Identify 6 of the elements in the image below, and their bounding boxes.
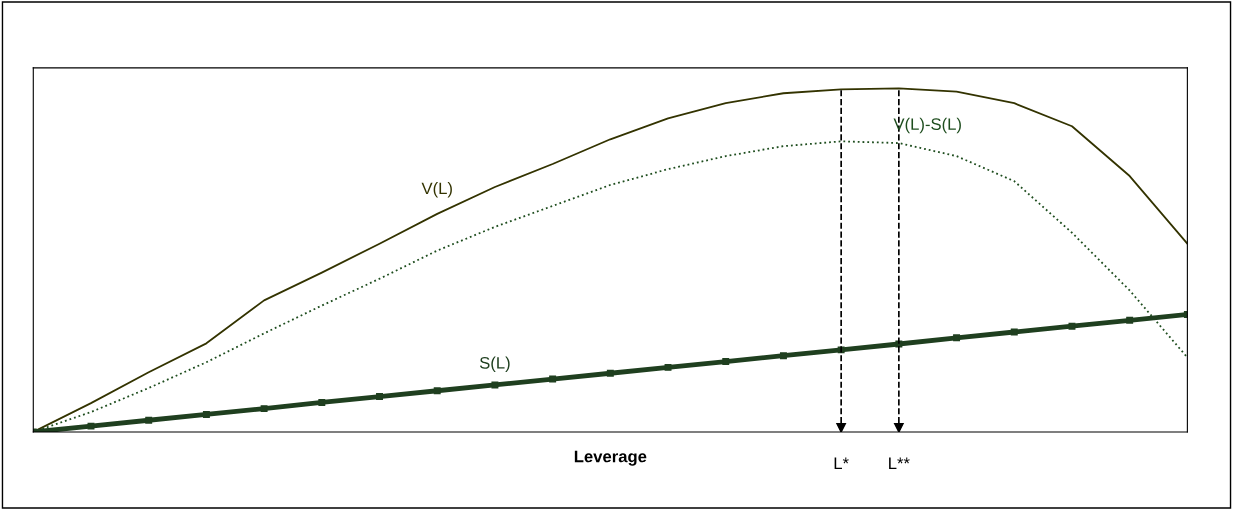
series-label: V(L) — [421, 182, 452, 198]
series-label: S(L) — [479, 356, 510, 373]
series-label: V(L)-S(L) — [893, 117, 961, 134]
x-tick-label: L* — [834, 457, 849, 470]
x-tick-label: L** — [889, 457, 910, 470]
x-axis-title: Leverage — [574, 450, 647, 466]
